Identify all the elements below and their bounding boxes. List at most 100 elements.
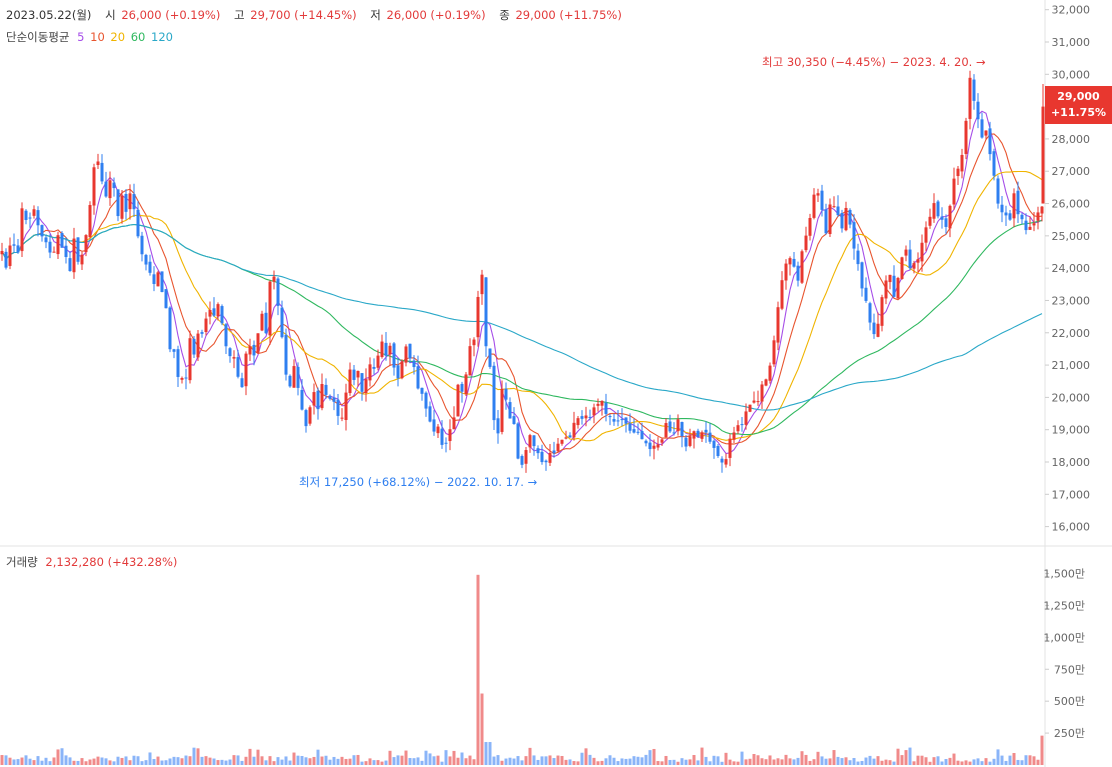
volume-bar [244, 756, 248, 765]
candle-body [832, 206, 836, 208]
volume-bar [144, 760, 148, 765]
volume-bar [920, 755, 924, 765]
price-tick-label: 26,000 [1052, 198, 1091, 211]
ma-legend-title: 단순이동평균 [6, 30, 70, 44]
candle-body [272, 276, 276, 282]
candle-body [728, 438, 732, 458]
candle-body [108, 180, 112, 199]
candle-body [468, 346, 472, 376]
volume-bar [192, 747, 196, 765]
candle-body [120, 195, 124, 219]
candle-body [900, 257, 904, 279]
volume-bar [180, 758, 184, 765]
volume-bar [520, 760, 524, 765]
volume-bar [128, 760, 132, 765]
volume-bar [720, 761, 724, 765]
candle-body [648, 442, 652, 450]
volume-bar [680, 758, 684, 765]
candle-body [144, 254, 148, 265]
volume-bar [900, 755, 904, 765]
volume-bar [652, 748, 656, 765]
volume-bar [276, 757, 280, 765]
candle-body [376, 355, 380, 368]
candle-body [752, 400, 756, 403]
volume-bar [636, 756, 640, 765]
candle-body [480, 274, 484, 295]
candle-body [320, 384, 324, 409]
date-label: 2023.05.22(월) [6, 8, 92, 22]
candle-body [928, 216, 932, 226]
volume-bar [376, 760, 380, 765]
candle-body [800, 251, 804, 283]
volume-bar [120, 757, 124, 765]
candle-body [184, 377, 188, 379]
low-value: 26,000 (+0.19%) [386, 8, 486, 22]
candle-body [820, 190, 824, 210]
candle-body [664, 423, 668, 438]
price-tick-label: 25,000 [1052, 230, 1091, 243]
candle-body [100, 162, 104, 182]
candle-body [632, 429, 636, 433]
candle-body [760, 384, 764, 402]
candle-body [164, 289, 168, 309]
candle-body [652, 445, 656, 449]
volume-bar [132, 755, 136, 765]
volume-bar [612, 757, 616, 765]
candle-body [600, 400, 604, 406]
volume-bar [16, 759, 20, 765]
candle-body [464, 374, 468, 395]
candle-body [904, 249, 908, 256]
volume-bar [348, 758, 352, 765]
candle-body [836, 206, 840, 216]
volume-bar [296, 755, 300, 765]
candle-body [636, 431, 640, 433]
candle-body [768, 365, 772, 381]
candle-body [240, 378, 244, 388]
volume-bar [912, 761, 916, 765]
volume-bar [852, 757, 856, 765]
candle-body [304, 410, 308, 427]
candle-body [704, 429, 708, 433]
ma-legend-20[interactable]: 20 [110, 30, 126, 44]
candle-body [740, 424, 744, 426]
volume-bar [616, 761, 620, 765]
candle-body [292, 366, 296, 388]
candle-body [604, 402, 608, 414]
volume-bar [568, 759, 572, 765]
candle-body [64, 245, 68, 258]
candle-body [828, 204, 832, 235]
candle-body [324, 384, 328, 395]
candle-body [864, 287, 868, 301]
candle-body [776, 307, 780, 343]
volume-bar [844, 757, 848, 765]
ma-legend-120[interactable]: 120 [151, 30, 173, 44]
candle-body [796, 265, 800, 281]
candle-body [20, 208, 24, 252]
ma-legend-5[interactable]: 5 [77, 30, 85, 44]
high-value: 29,700 (+14.45%) [250, 8, 357, 22]
current-price-value: 29,000 [1057, 90, 1100, 103]
volume-bar [556, 755, 560, 765]
price-tick-label: 20,000 [1052, 391, 1091, 404]
candle-body [364, 379, 368, 394]
low-annotation: 최저 17,250 (+68.12%) − 2022. 10. 17. → [299, 475, 538, 489]
volume-bar [984, 758, 988, 765]
ma-legend[interactable]: 단순이동평균 5 10 20 60 120 [6, 29, 175, 45]
ma-legend-10[interactable]: 10 [90, 30, 105, 44]
candle-body [160, 271, 164, 293]
ma-line-10 [1, 133, 1043, 455]
ma-legend-60[interactable]: 60 [130, 30, 146, 44]
volume-bar [648, 750, 652, 765]
volume-bar [432, 756, 436, 765]
candle-body [948, 205, 952, 229]
candle-body [1012, 193, 1016, 219]
candle-body [588, 416, 592, 418]
candle-body [500, 388, 504, 432]
candle-body [1036, 212, 1040, 221]
candle-body [972, 79, 976, 101]
current-price-badge: 29,000 +11.75% [1045, 86, 1112, 124]
volume-bar [604, 758, 608, 765]
close-label: 종 [499, 8, 510, 22]
close-value: 29,000 (+11.75%) [515, 8, 622, 22]
